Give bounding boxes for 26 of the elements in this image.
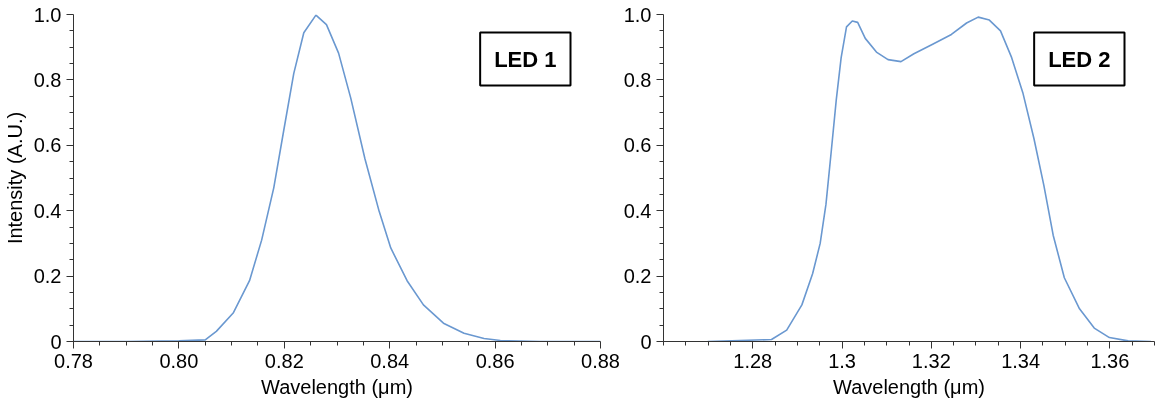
y-tick-label: 1.0 [33,3,62,26]
y-tick-label: 1.0 [623,3,652,26]
y-tick-label: 0.6 [623,134,652,157]
y-tick-label: 0.4 [623,199,652,222]
y-tick-label: 0 [640,330,652,353]
y-tick-label: 0.2 [623,265,652,288]
y-tick-label: 0.6 [33,134,62,157]
y-tick-label: 0.8 [623,68,652,91]
x-tick-label: 1.3 [828,349,856,372]
x-tick-label: 0.82 [264,349,304,372]
x-tick-label: 1.32 [911,349,951,372]
annotation: LED 1 [494,46,557,72]
y-tick-label: 0.2 [33,265,62,288]
y-tick-label: 0.4 [33,199,62,222]
x-axis-title: Wavelength (μm) [833,375,985,398]
x-tick-label: 0.80 [159,349,199,372]
x-tick-label: 1.28 [733,349,773,372]
y-axis-title: Intensity (A.U.) [3,111,26,245]
x-tick-label: 0.86 [475,349,515,372]
x-axis-title: Wavelength (μm) [261,375,413,398]
x-tick-label: 1.36 [1090,349,1130,372]
x-tick-label: 0.88 [581,349,620,372]
x-tick-label: 1.34 [1001,349,1041,372]
annotation: LED 2 [1048,46,1111,72]
x-tick-label: 0.84 [370,349,410,372]
y-tick-label: 0.8 [33,68,62,91]
